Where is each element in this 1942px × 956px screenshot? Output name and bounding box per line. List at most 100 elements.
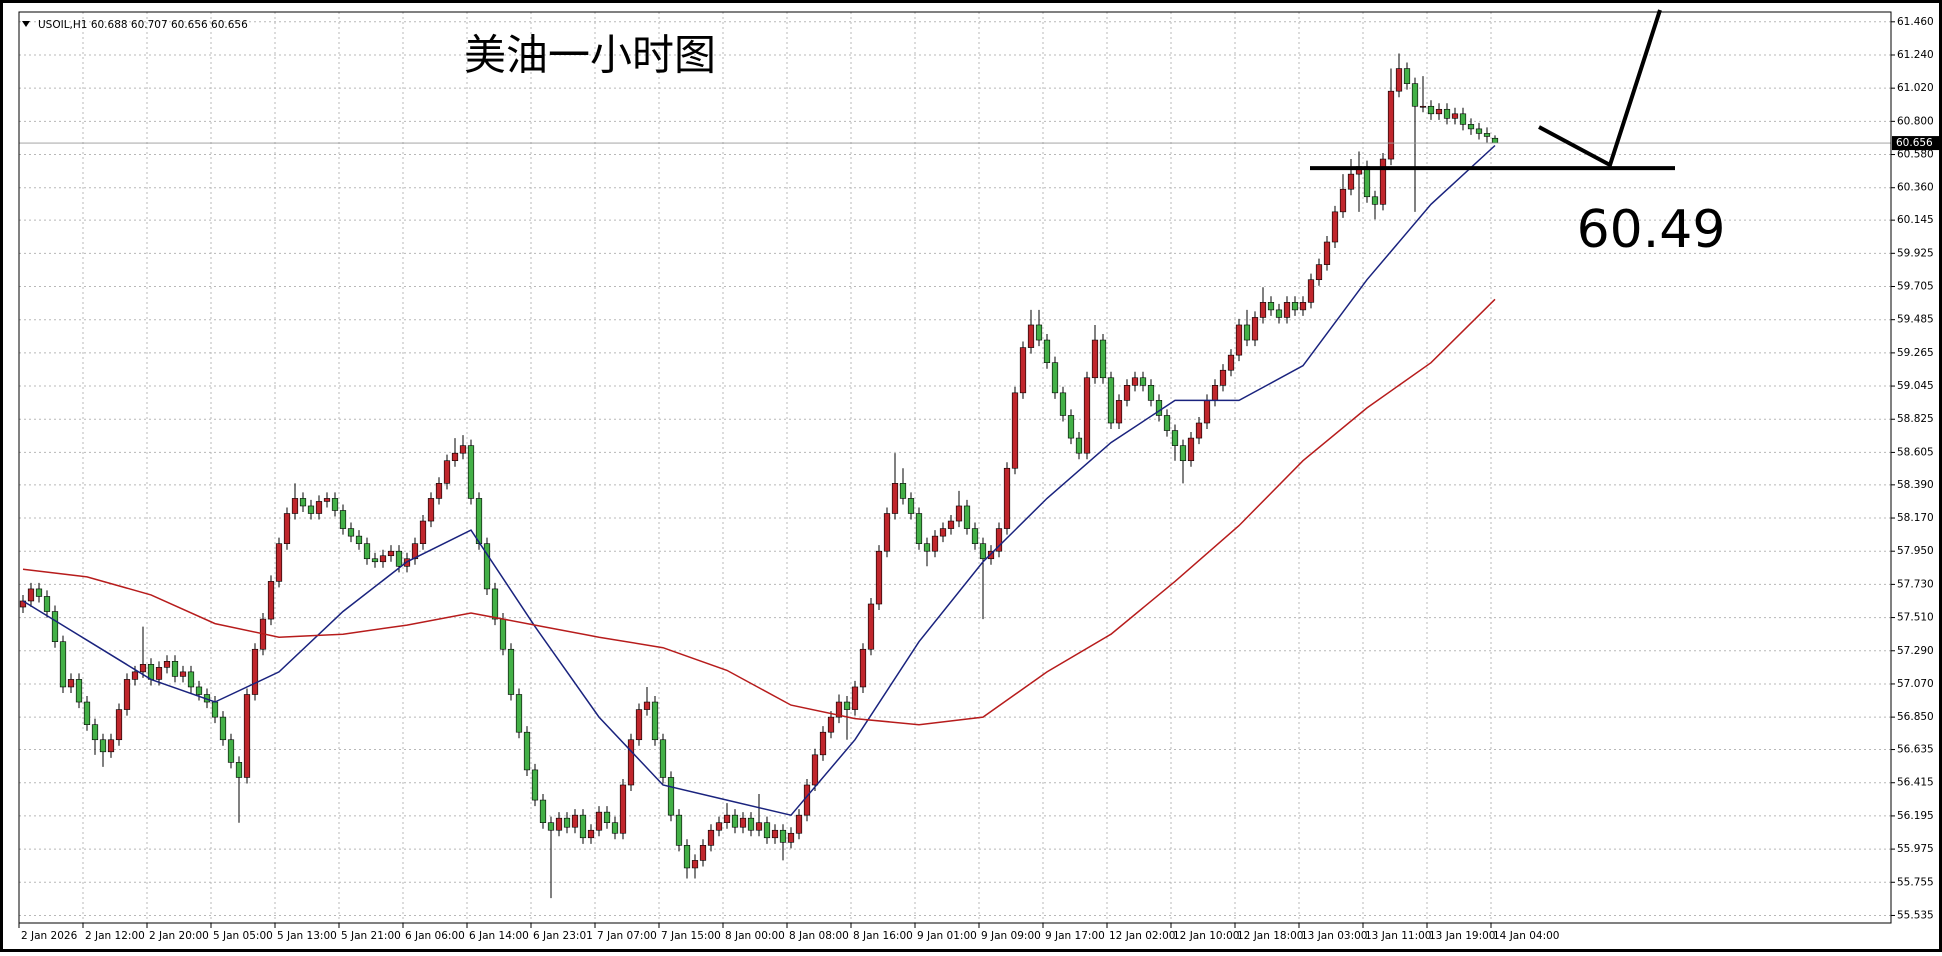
- candle-body: [1315, 264, 1323, 281]
- candle-body: [459, 445, 467, 454]
- y-tick-label: 58.170: [1897, 512, 1934, 524]
- last-price-label: 60.656: [1896, 137, 1933, 149]
- candle-body: [251, 648, 259, 695]
- candle-body: [43, 596, 51, 612]
- ma-line: [22, 298, 1496, 726]
- candle-body: [1147, 384, 1155, 401]
- candle-body: [1379, 158, 1387, 205]
- candle-body: [179, 671, 187, 677]
- y-tick-label: 57.730: [1897, 578, 1934, 590]
- candle-body: [763, 822, 771, 839]
- candle-body: [523, 731, 531, 771]
- header-arrow: [22, 21, 30, 27]
- candle-body: [163, 661, 171, 668]
- y-tick-label: 61.460: [1897, 16, 1934, 28]
- candle-body: [1075, 437, 1083, 454]
- x-tick-label: 9 Jan 01:00: [917, 930, 977, 942]
- y-tick-label: 57.510: [1897, 612, 1934, 624]
- x-tick-label: 5 Jan 05:00: [213, 930, 273, 942]
- candle-body: [499, 618, 507, 650]
- x-tick-label: 12 Jan 18:00: [1237, 930, 1303, 942]
- candle-body: [1395, 68, 1403, 92]
- plot: [19, 53, 1891, 899]
- candle-body: [355, 535, 363, 544]
- plot-frame: [18, 11, 1892, 924]
- y-tick-label: 60.360: [1897, 182, 1934, 194]
- candle-body: [1331, 211, 1339, 243]
- candle-body: [1283, 302, 1291, 318]
- candle-body: [283, 513, 291, 544]
- candle-body: [1371, 196, 1379, 205]
- candle-body: [411, 543, 419, 560]
- axes: 61.460 61.240 61.020 60.800 60.580 60.360 60.1…: [18, 16, 1940, 942]
- candle-body: [571, 814, 579, 828]
- y-tick-label: 60.800: [1897, 115, 1934, 127]
- x-tick-label: 8 Jan 00:00: [725, 930, 785, 942]
- candle-body: [1203, 400, 1211, 424]
- candle-body: [683, 845, 691, 869]
- candle-body: [915, 513, 923, 544]
- x-tick-label: 6 Jan 23:01: [533, 930, 593, 942]
- candle-body: [739, 817, 747, 828]
- x-tick-label: 9 Jan 17:00: [1045, 930, 1105, 942]
- candle-body: [291, 498, 299, 514]
- candle-body: [347, 528, 355, 537]
- x-tick-label: 2 Jan 20:00: [149, 930, 209, 942]
- x-tick-label: 6 Jan 06:00: [405, 930, 465, 942]
- candle-body: [139, 664, 147, 673]
- candle-body: [875, 550, 883, 605]
- candle-body: [883, 513, 891, 552]
- candle-body: [1251, 317, 1259, 341]
- candle-body: [931, 535, 939, 552]
- annotation-check: [1538, 9, 1662, 168]
- candle-body: [1323, 241, 1331, 265]
- candle-body: [99, 739, 107, 753]
- symbol-header: USOIL,H1 60.688 60.707 60.656 60.656: [38, 19, 248, 31]
- candle-body: [67, 679, 75, 688]
- annotation-title: 美油一小时图: [464, 31, 716, 80]
- candle-body: [115, 709, 123, 741]
- candle-body: [227, 739, 235, 763]
- candle-body: [747, 817, 755, 831]
- candle-body: [1459, 113, 1467, 125]
- candle-body: [331, 498, 339, 511]
- candle-body: [867, 603, 875, 650]
- candle-body: [387, 550, 395, 557]
- candle-body: [91, 724, 99, 741]
- y-tick-label: 59.925: [1897, 247, 1934, 259]
- candle-body: [843, 701, 851, 710]
- candle-body: [483, 543, 491, 590]
- candle-body: [691, 860, 699, 869]
- candle-body: [891, 483, 899, 514]
- candle-body: [811, 754, 819, 786]
- y-tick-label: 59.485: [1897, 314, 1934, 326]
- candle-body: [51, 611, 59, 643]
- y-tick-label: 57.290: [1897, 645, 1934, 657]
- candle-body: [1083, 377, 1091, 454]
- candle-body: [1403, 68, 1411, 84]
- candle-body: [579, 814, 587, 839]
- candle-body: [1099, 339, 1107, 379]
- candle-body: [219, 716, 227, 741]
- candle-body: [1107, 377, 1115, 424]
- x-tick-label: 12 Jan 02:00: [1109, 930, 1175, 942]
- grid: [18, 12, 1891, 923]
- candle-body: [1091, 339, 1099, 379]
- candle-body: [235, 762, 243, 778]
- candle-body: [187, 671, 195, 688]
- y-tick-label: 56.635: [1897, 744, 1934, 756]
- candle-body: [1059, 392, 1067, 416]
- y-tick-label: 60.145: [1897, 214, 1934, 226]
- y-tick-label: 58.605: [1897, 446, 1934, 458]
- y-tick-label: 59.705: [1897, 281, 1934, 293]
- candle-body: [547, 822, 555, 831]
- candle-body: [1067, 415, 1075, 439]
- candle-body: [715, 822, 723, 831]
- candle-body: [1427, 105, 1435, 115]
- y-tick-label: 56.850: [1897, 711, 1934, 723]
- candle-body: [491, 588, 499, 620]
- candle-body: [619, 784, 627, 834]
- candle-body: [371, 558, 379, 563]
- last-price-box: [1892, 136, 1940, 151]
- candle-body: [267, 581, 275, 620]
